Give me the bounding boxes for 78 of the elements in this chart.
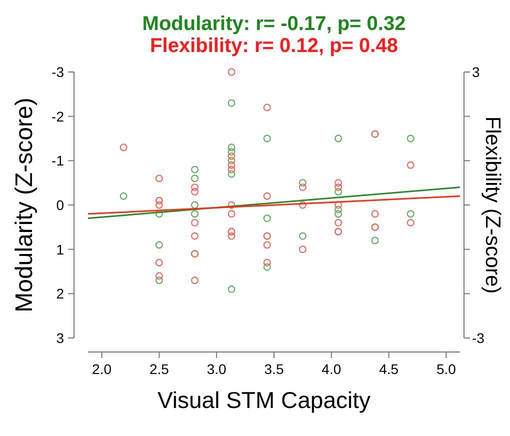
point (334, 188, 342, 196)
chart-subtitle: Flexibility: r= 0.12, p= 0.48 (150, 35, 398, 57)
point (191, 201, 198, 209)
y2-tick-label: -3 (472, 330, 485, 346)
point (334, 206, 342, 214)
point (406, 161, 414, 169)
x-tick-label: 4.0 (322, 361, 342, 377)
point (155, 272, 163, 280)
point (228, 144, 236, 152)
point (406, 210, 414, 218)
point (299, 232, 306, 240)
point (191, 219, 198, 226)
point (334, 201, 342, 209)
point (191, 210, 198, 218)
point (228, 166, 236, 174)
y-axis-title: Modularity (Z-score) (11, 98, 38, 312)
point (155, 201, 163, 209)
point (406, 219, 414, 226)
point (299, 184, 306, 191)
point (299, 201, 306, 209)
point (334, 134, 342, 142)
point (228, 156, 236, 164)
x-tick-label: 3.5 (264, 361, 284, 377)
y2-tick-label: 3 (472, 64, 480, 80)
point (191, 232, 198, 240)
y-tick-label: -1 (52, 152, 64, 169)
point (155, 258, 163, 266)
point (263, 258, 271, 266)
point (191, 166, 198, 174)
point (263, 134, 271, 142)
point (228, 201, 236, 209)
point (263, 263, 271, 271)
point (263, 192, 271, 200)
point (155, 241, 163, 249)
point (263, 214, 271, 222)
y2-axis-title: Flexibility (Z-score) (481, 116, 504, 294)
x-axis-title: Visual STM Capacity (157, 387, 372, 413)
point (263, 241, 271, 249)
point (120, 144, 128, 152)
point (371, 210, 379, 218)
point (228, 232, 236, 240)
point (228, 161, 236, 169)
x-tick-label: 3.0 (206, 361, 227, 377)
point (155, 276, 163, 284)
point (263, 104, 271, 112)
point (228, 286, 236, 293)
y-tick-label: 0 (56, 197, 64, 213)
point (191, 184, 198, 191)
x-tick-label: 2.5 (149, 361, 170, 377)
point (406, 134, 414, 142)
point (120, 192, 128, 200)
point (371, 236, 379, 244)
point (228, 68, 236, 76)
point (228, 99, 236, 107)
point (155, 174, 163, 182)
x-tick-label: 4.5 (379, 361, 399, 377)
point (334, 179, 342, 187)
point (191, 276, 198, 284)
point (191, 188, 198, 196)
point (228, 210, 236, 218)
point (334, 184, 342, 191)
point (228, 152, 236, 160)
y-tick-label: 2 (56, 286, 64, 302)
x-tick-label: 2.0 (92, 361, 112, 377)
point (228, 170, 236, 178)
point (191, 174, 198, 182)
point (334, 210, 342, 218)
y-tick-label: 1 (56, 241, 64, 258)
point (228, 148, 236, 156)
point (334, 219, 342, 226)
y-tick-label: 3 (56, 330, 64, 346)
y-tick-label: -2 (52, 108, 64, 124)
x-tick-label: 5.0 (436, 361, 456, 377)
point (155, 210, 163, 218)
y-tick-label: -3 (52, 64, 64, 80)
chart-title: Modularity: r= -0.17, p= 0.32 (142, 13, 406, 35)
point (299, 246, 306, 254)
point (299, 179, 306, 187)
